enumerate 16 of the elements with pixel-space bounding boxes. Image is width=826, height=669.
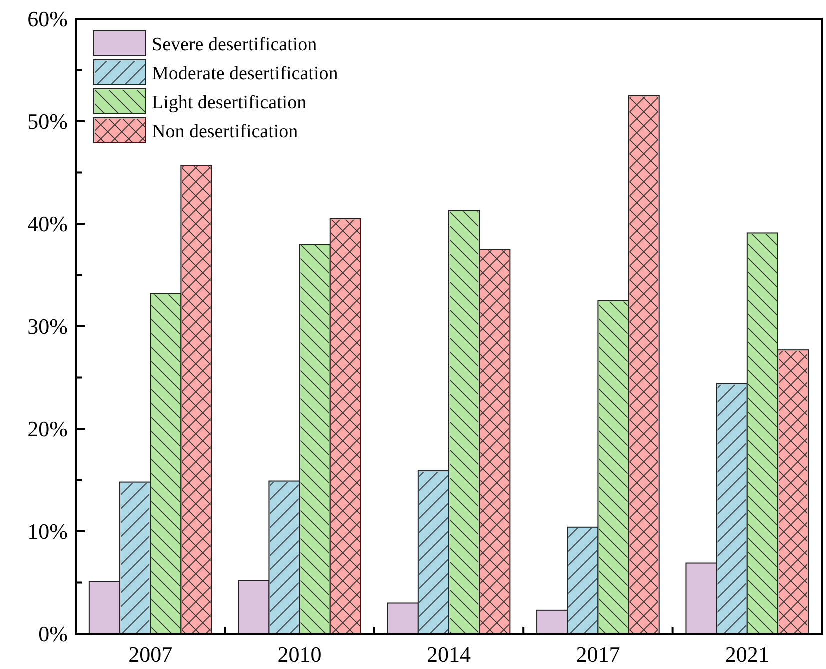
x-tick-label: 2007 [128, 642, 173, 667]
legend-label: Severe desertification [152, 34, 318, 56]
y-tick-label: 50% [28, 109, 68, 134]
x-tick-label: 2010 [278, 642, 322, 667]
legend-label: Moderate desertification [152, 64, 339, 85]
y-tick-label: 40% [28, 212, 68, 237]
x-tick-label: 2021 [725, 642, 770, 667]
y-tick-label: 30% [28, 314, 68, 340]
x-tick-label: 2014 [427, 642, 471, 667]
y-tick-label: 60% [28, 6, 68, 32]
y-tick-label: 20% [28, 416, 68, 442]
x-tick-label: 2017 [576, 642, 620, 667]
legend-label: Light desertification [152, 92, 308, 114]
y-tick-label: 0% [38, 622, 68, 647]
y-tick-label: 10% [28, 519, 68, 544]
legend-label: Non desertification [152, 122, 299, 143]
